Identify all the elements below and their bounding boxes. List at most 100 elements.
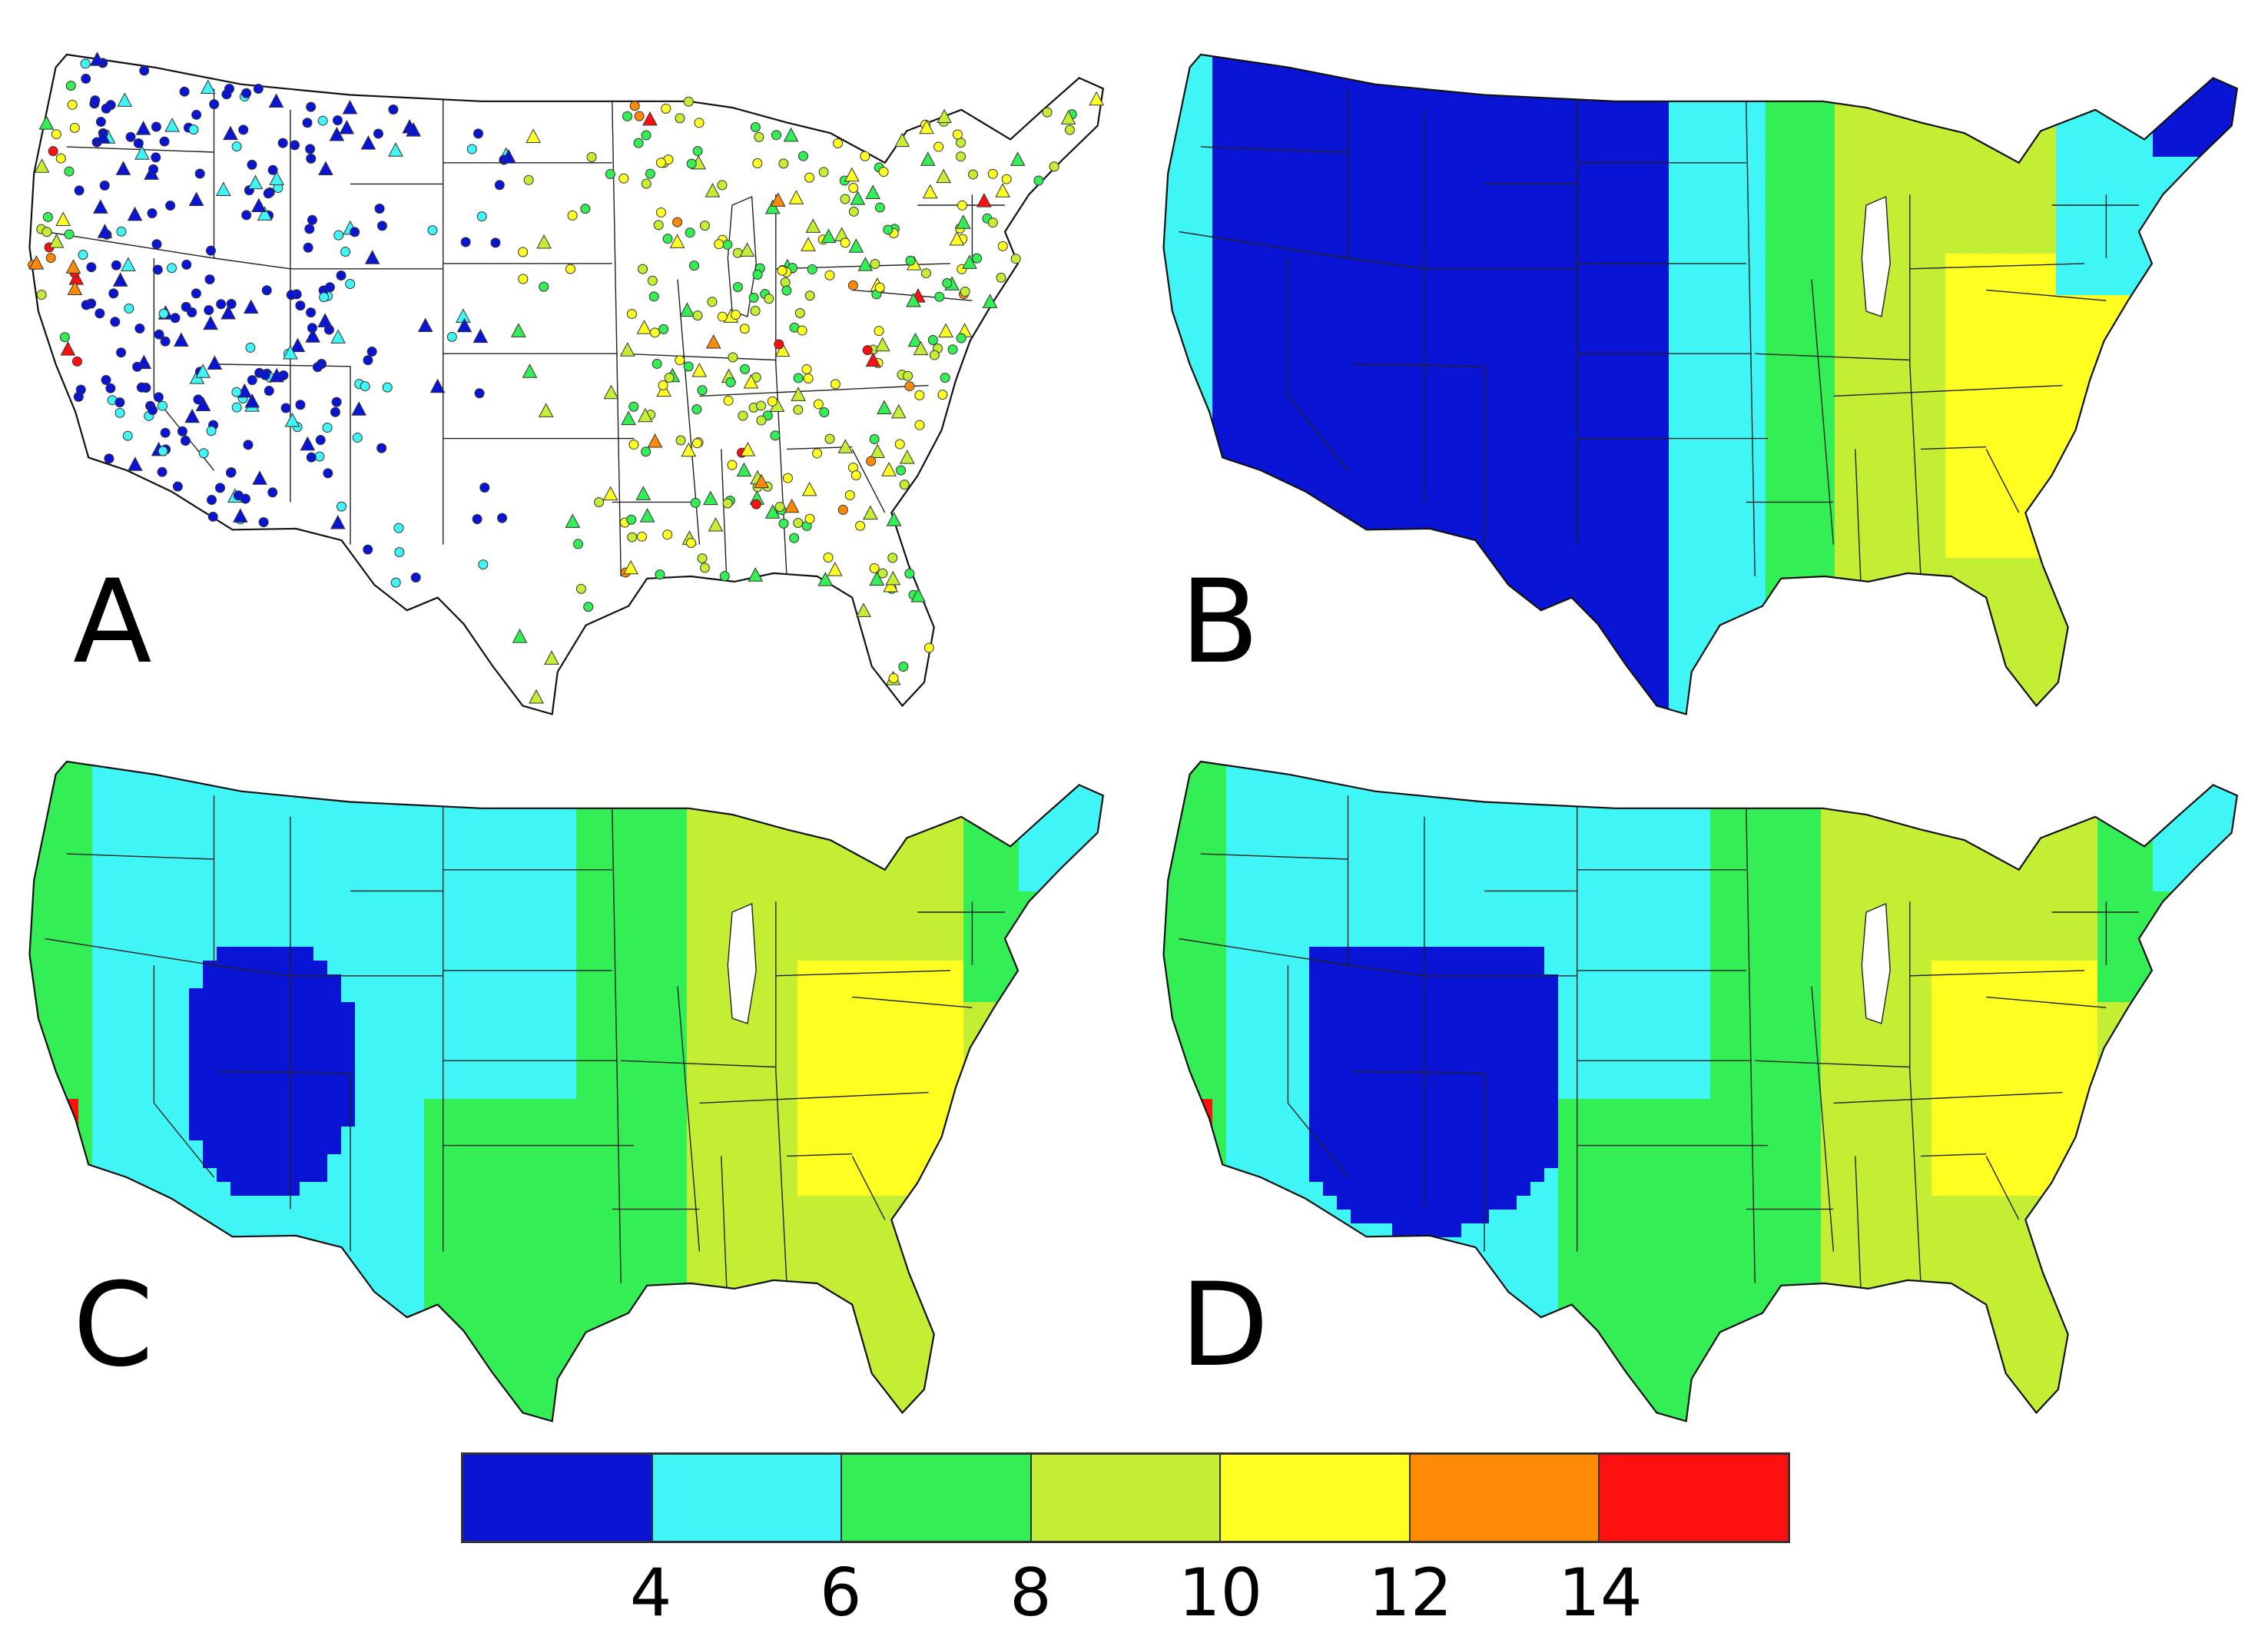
field-cell	[1752, 641, 1766, 656]
field-cell	[2180, 461, 2195, 476]
field-cell	[2222, 503, 2236, 517]
field-cell	[1959, 88, 1974, 102]
field-cell	[687, 767, 701, 782]
field-cell	[1876, 350, 1891, 365]
field-cell	[1835, 364, 1849, 379]
field-cell	[1876, 323, 1891, 337]
field-cell	[922, 781, 937, 795]
field-cell	[2111, 129, 2126, 144]
station-circle	[862, 345, 873, 356]
field-cell	[1807, 295, 1822, 310]
field-cell	[2125, 669, 2140, 683]
field-cell	[1544, 669, 1559, 683]
station-circle	[152, 264, 163, 275]
field-cell	[1282, 281, 1296, 296]
field-cell	[2222, 143, 2236, 158]
field-cell	[148, 781, 162, 795]
field-cell	[1378, 724, 1393, 739]
field-cell	[2180, 378, 2195, 393]
field-cell	[2014, 586, 2029, 600]
field-cell	[1461, 295, 1476, 310]
field-cell	[1807, 143, 1822, 158]
field-cell	[1282, 710, 1296, 715]
field-cell	[1337, 489, 1351, 503]
field-cell	[1973, 254, 1988, 268]
station-circle	[307, 214, 317, 225]
field-cell	[2180, 489, 2195, 503]
station-triangle	[188, 191, 204, 206]
field-cell	[1710, 696, 1725, 711]
field-cell	[1447, 641, 1462, 656]
field-cell	[1766, 655, 1780, 669]
field-cell	[1447, 696, 1462, 711]
field-cell	[1862, 378, 1877, 393]
field-cell	[1406, 115, 1421, 130]
field-cell	[977, 767, 992, 782]
field-cell	[1309, 724, 1324, 739]
field-cell	[2056, 337, 2071, 351]
field-cell	[1558, 240, 1573, 254]
field-cell	[1600, 530, 1614, 545]
field-cell	[92, 781, 107, 795]
field-cell	[1586, 364, 1600, 379]
field-cell	[756, 781, 771, 795]
field-cell	[1254, 364, 1268, 379]
station-circle	[878, 167, 889, 178]
field-cell	[1530, 613, 1545, 628]
station-circle	[719, 571, 730, 582]
field-cell	[1807, 530, 1822, 545]
field-cell	[1724, 157, 1739, 171]
field-cell	[1254, 226, 1268, 241]
field-cell	[1558, 129, 1573, 144]
field-cell	[2111, 627, 2126, 642]
field-cell	[1254, 129, 1268, 144]
field-cell	[1973, 309, 1988, 324]
station-circle	[1010, 254, 1021, 264]
field-cell	[1268, 157, 1282, 171]
field-cell	[1931, 710, 1946, 715]
field-cell	[1254, 74, 1268, 88]
field-cell	[1163, 60, 1172, 75]
field-cell	[1295, 212, 1310, 227]
field-cell	[1904, 101, 1918, 116]
station-circle	[207, 495, 217, 506]
field-cell	[396, 808, 411, 823]
field-cell	[1849, 544, 1863, 559]
field-cell	[2153, 530, 2167, 545]
field-cell	[1517, 281, 1531, 296]
field-cell	[1807, 669, 1822, 683]
field-cell	[1779, 364, 1794, 379]
station-triangle	[848, 238, 864, 253]
field-cell	[1447, 143, 1462, 158]
field-cell	[1959, 184, 1974, 199]
station-circle	[539, 281, 549, 292]
field-cell	[1931, 433, 1946, 448]
field-cell	[1503, 157, 1517, 171]
field-cell	[1959, 115, 1974, 130]
field-cell	[1987, 558, 2001, 573]
field-cell	[1945, 503, 1960, 517]
field-cell	[1987, 503, 2001, 517]
station-circle	[69, 122, 80, 133]
field-cell	[1655, 212, 1670, 227]
field-cell	[1641, 295, 1656, 310]
field-cell	[2097, 281, 2112, 296]
field-cell	[258, 767, 273, 782]
field-cell	[1530, 323, 1545, 337]
station-triangle	[764, 504, 781, 519]
field-cell	[1364, 489, 1379, 503]
field-cell	[2153, 627, 2167, 642]
field-cell	[1268, 710, 1282, 715]
field-cell	[1420, 101, 1434, 116]
field-cell	[1434, 55, 1448, 61]
field-cell	[2236, 544, 2237, 559]
field-cell	[1835, 212, 1849, 227]
field-cell	[1337, 669, 1351, 683]
field-cell	[106, 767, 121, 782]
field-cell	[1268, 433, 1282, 448]
field-cell	[2194, 586, 2209, 600]
field-cell	[1420, 599, 1434, 614]
field-cell	[1766, 433, 1780, 448]
field-cell	[2014, 254, 2029, 268]
field-cell	[1268, 337, 1282, 351]
